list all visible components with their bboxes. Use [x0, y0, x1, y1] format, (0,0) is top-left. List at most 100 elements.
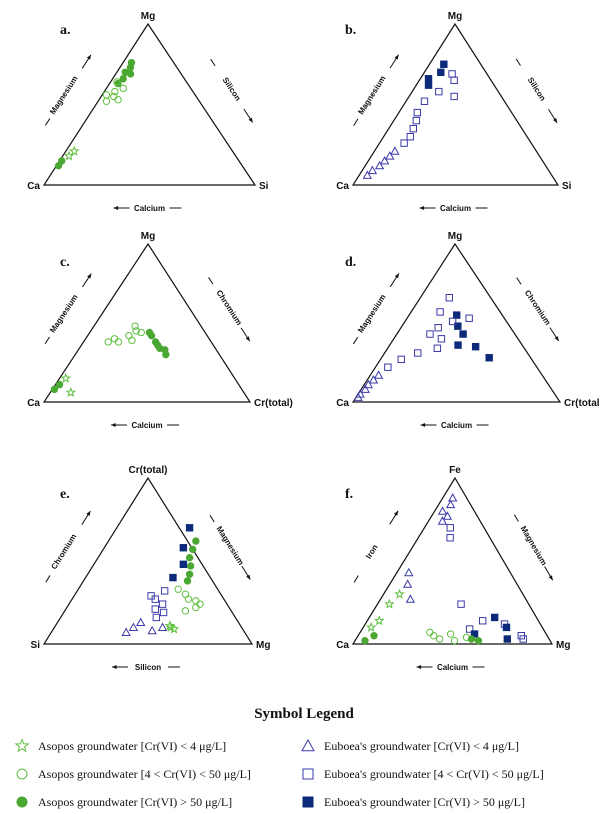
- panel-label: b.: [345, 23, 356, 38]
- data-point-euboea-mid: [152, 613, 161, 622]
- data-point-euboea-mid: [159, 608, 168, 617]
- data-point-euboea-mid: [437, 335, 446, 343]
- bottom-axis-label: Silicon: [135, 663, 161, 672]
- data-point-euboea-low: [448, 493, 458, 502]
- data-point-asopos-high: [126, 70, 135, 78]
- data-point-euboea-mid: [450, 76, 458, 85]
- left-axis-tick: [352, 336, 359, 345]
- ternary-panel-4: d. Mg Ca Cr(total Magnesium Chromium Calcium: [336, 231, 600, 430]
- data-point-euboea-mid: [384, 363, 392, 371]
- data-point-euboea-mid: [414, 349, 422, 357]
- data-point-euboea-low: [374, 160, 385, 170]
- legend-marker: [302, 768, 314, 780]
- legend-marker: [16, 796, 28, 808]
- data-point-euboea-mid: [420, 97, 429, 105]
- data-point-asopos-mid: [132, 327, 140, 335]
- legend-marker: [302, 796, 314, 808]
- bottom-axis-arrow-head: [420, 423, 426, 427]
- data-point-euboea-low: [437, 516, 448, 525]
- bottom-axis-label: Calcium: [441, 421, 472, 430]
- ternary-triangle: [351, 22, 560, 186]
- ternary-triangle: [42, 22, 257, 186]
- legend-marker-star-icon: [14, 738, 30, 753]
- data-point-euboea-mid: [519, 635, 527, 643]
- right-axis-label: Chromium: [523, 288, 553, 326]
- data-point-asopos-mid: [114, 95, 122, 104]
- data-point-euboea-mid: [448, 317, 457, 326]
- data-point-asopos-mid: [196, 600, 204, 608]
- data-point-euboea-mid: [412, 116, 421, 125]
- data-point-asopos-low: [65, 386, 77, 398]
- data-point-euboea-mid: [434, 324, 442, 332]
- left-axis-tick: [353, 575, 359, 583]
- data-point-euboea-low: [136, 617, 146, 626]
- data-point-euboea-mid: [435, 87, 443, 96]
- legend-item-label: Euboea's groundwater [Cr(VI) > 50 μg/L]: [324, 794, 525, 809]
- data-point-asopos-high: [192, 537, 200, 545]
- data-point-euboea-low: [362, 170, 373, 179]
- data-point-asopos-low: [365, 621, 377, 632]
- data-point-euboea-low: [390, 146, 400, 155]
- data-point-euboea-low: [367, 165, 378, 175]
- data-point-euboea-low: [385, 151, 395, 160]
- data-point-asopos-high: [50, 385, 59, 394]
- left-axis-label: Magnesium: [48, 293, 80, 335]
- left-axis-label: Magnesium: [356, 74, 387, 116]
- ternary-panel-5: e. Cr(total) Si Mg Chromium Magnesium Silicon: [31, 465, 271, 672]
- legend-marker-triangle-icon: [301, 738, 315, 752]
- data-point-euboea-high: [169, 573, 177, 582]
- data-point-euboea-high: [471, 343, 480, 351]
- left-axis-arrow-head: [86, 511, 91, 516]
- data-point-asopos-mid: [128, 336, 136, 345]
- data-point-asopos-mid: [426, 628, 434, 637]
- right-axis-tick: [209, 514, 215, 523]
- bottom-axis-arrow-head: [419, 206, 425, 210]
- data-point-asopos-high: [183, 577, 192, 585]
- data-point-asopos-low: [384, 598, 395, 609]
- data-point-euboea-low: [373, 370, 384, 379]
- data-point-asopos-high: [58, 157, 66, 165]
- data-point-asopos-high: [361, 636, 369, 645]
- data-point-euboea-low: [157, 622, 168, 631]
- data-point-euboea-mid: [409, 124, 418, 133]
- data-point-asopos-high: [189, 545, 197, 554]
- left-axis-tick: [45, 575, 51, 583]
- bottom-axis-label: Calcium: [134, 204, 165, 213]
- bottom-axis-label: Calcium: [437, 663, 468, 672]
- data-point-euboea-high: [453, 311, 461, 319]
- right-axis-arrow-head: [548, 575, 553, 581]
- data-point-euboea-high: [485, 354, 493, 362]
- ternary-triangle: [42, 476, 254, 645]
- data-point-asopos-high: [467, 635, 476, 643]
- data-point-euboea-low: [147, 625, 157, 635]
- legend-marker: [16, 768, 28, 780]
- right-axis-label: Silicon: [221, 76, 243, 103]
- data-point-euboea-high: [490, 613, 499, 622]
- bottom-axis-label: Calcium: [440, 204, 471, 213]
- vertex-left-label: Ca: [336, 640, 349, 651]
- left-axis-label: Magnesium: [356, 293, 387, 335]
- data-point-asopos-mid: [435, 635, 444, 643]
- data-point-euboea-mid: [158, 600, 167, 608]
- data-point-euboea-low: [404, 567, 414, 577]
- panel-label: f.: [345, 487, 353, 502]
- bottom-axis-arrow-head: [416, 665, 422, 669]
- bottom-axis-label: Calcium: [131, 421, 162, 430]
- data-point-euboea-high: [440, 60, 448, 68]
- data-point-euboea-mid: [448, 70, 456, 78]
- legend-item-label: Euboea's groundwater [4 < Cr(VI) < 50 μg…: [324, 766, 544, 781]
- symbol-legend: Symbol Legend Asopos groundwater [Cr(VI)…: [0, 700, 608, 814]
- left-axis-label: Magnesium: [48, 74, 79, 116]
- left-axis-label: Chromium: [49, 532, 78, 571]
- ternary-panel-6: f. Fe Ca Mg Iron Magnesium Calcium: [336, 465, 570, 672]
- ternary-triangle: [351, 242, 562, 403]
- data-point-euboea-mid: [406, 133, 414, 141]
- data-point-asopos-mid: [192, 603, 200, 612]
- right-axis-arrow-head: [248, 117, 253, 123]
- data-point-asopos-high: [185, 570, 194, 578]
- legend-item-label: Asopos groundwater [4 < Cr(VI) < 50 μg/L…: [38, 766, 251, 781]
- ternary-panel-3: c. Mg Ca Cr(total) Magnesium Chromium Calcium: [27, 231, 293, 430]
- left-axis-tick: [353, 118, 359, 126]
- vertex-left-label: Ca: [27, 398, 40, 409]
- right-axis-tick: [210, 58, 216, 67]
